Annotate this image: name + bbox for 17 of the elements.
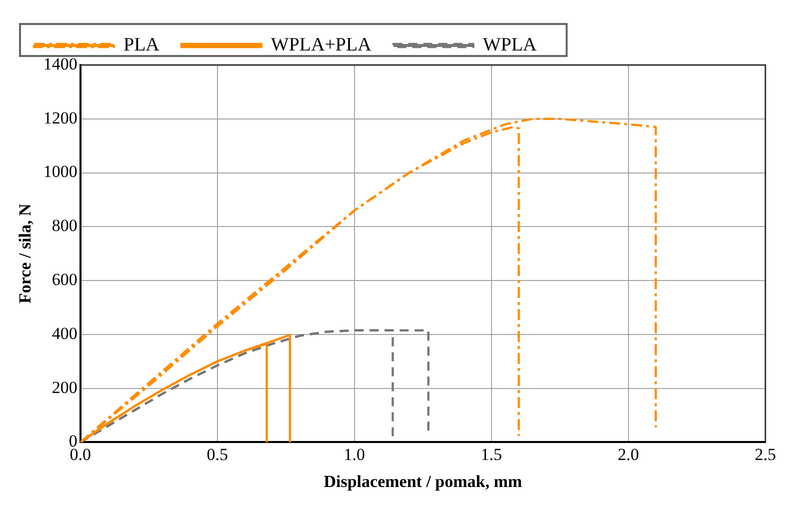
y-axis-title: Force / sila, N (16, 202, 35, 304)
x-tick-label: 2.5 (754, 444, 776, 464)
x-tick-label: 0.5 (206, 444, 228, 464)
y-tick-label: 1000 (43, 162, 78, 182)
x-tick-label: 2.0 (618, 444, 640, 464)
y-tick-label: 600 (52, 270, 78, 290)
y-tick-label: 1400 (43, 54, 78, 74)
x-tick-label: 1.0 (344, 444, 366, 464)
legend-label: PLA (124, 34, 160, 56)
y-tick-label: 200 (52, 378, 78, 397)
legend-label: WPLA (482, 34, 537, 56)
y-tick-label: 1200 (43, 108, 78, 128)
x-axis-title: Displacement / pomak, mm (324, 472, 522, 492)
x-tick-label: 1.5 (480, 444, 502, 464)
y-tick-label: 400 (52, 324, 78, 343)
y-tick-label: 800 (52, 216, 78, 236)
legend-label: WPLA+PLA (270, 34, 372, 56)
